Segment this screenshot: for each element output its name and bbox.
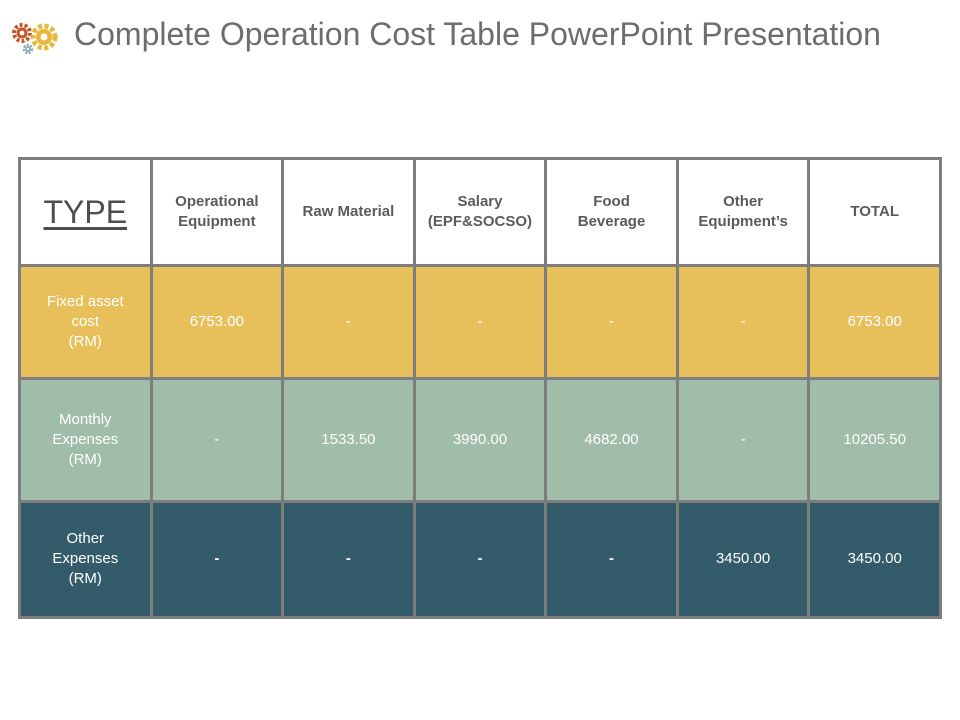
gears-icon — [12, 23, 58, 55]
table-cell: 3450.00 — [675, 499, 811, 620]
table-cell: - — [281, 499, 416, 620]
row-label-fixed-asset-cost: Fixed asset cost (RM) — [18, 264, 153, 381]
column-header-total: TOTAL — [807, 156, 942, 268]
table-row-fixed-asset-cost: Fixed asset cost (RM) 6753.00 - - - - 67… — [18, 264, 942, 381]
table-row-monthly-expenses: Monthly Expenses (RM) - 1533.50 3990.00 … — [18, 377, 942, 503]
table-cell: - — [149, 499, 285, 620]
cost-table: TYPE Operational Equipment Raw Material … — [18, 156, 942, 620]
table-row-other-expenses: Other Expenses (RM) - - - - 3450.00 3450… — [18, 499, 942, 620]
table-cell: - — [675, 264, 811, 381]
table-cell: - — [281, 264, 416, 381]
table-cell: - — [149, 377, 285, 503]
table-header-row: TYPE Operational Equipment Raw Material … — [18, 156, 942, 268]
column-header-salary: Salary (EPF&SOCSO) — [412, 156, 548, 268]
mini-gear-icon — [22, 43, 34, 55]
table-cell-total: 10205.50 — [807, 377, 942, 503]
table-cell: 3990.00 — [412, 377, 548, 503]
table-cell: - — [675, 377, 811, 503]
table-cell-total: 6753.00 — [807, 264, 942, 381]
type-header: TYPE — [18, 156, 153, 268]
large-gear-icon — [30, 23, 58, 51]
row-label-other-expenses: Other Expenses (RM) — [18, 499, 153, 620]
row-label-monthly-expenses: Monthly Expenses (RM) — [18, 377, 153, 503]
page-title: Complete Operation Cost Table PowerPoint… — [74, 16, 881, 52]
table-cell: - — [544, 499, 679, 620]
column-header-raw-material: Raw Material — [281, 156, 416, 268]
table-cell: 6753.00 — [149, 264, 285, 381]
table-cell: - — [412, 499, 548, 620]
table-cell: - — [412, 264, 548, 381]
table-cell: 4682.00 — [544, 377, 679, 503]
column-header-food-beverage: Food Beverage — [544, 156, 679, 268]
column-header-operational-equipment: Operational Equipment — [149, 156, 285, 268]
column-header-other-equipments: Other Equipment’s — [675, 156, 811, 268]
small-gear-icon — [12, 23, 32, 43]
table-cell-total: 3450.00 — [807, 499, 942, 620]
table-cell: 1533.50 — [281, 377, 416, 503]
table-cell: - — [544, 264, 679, 381]
